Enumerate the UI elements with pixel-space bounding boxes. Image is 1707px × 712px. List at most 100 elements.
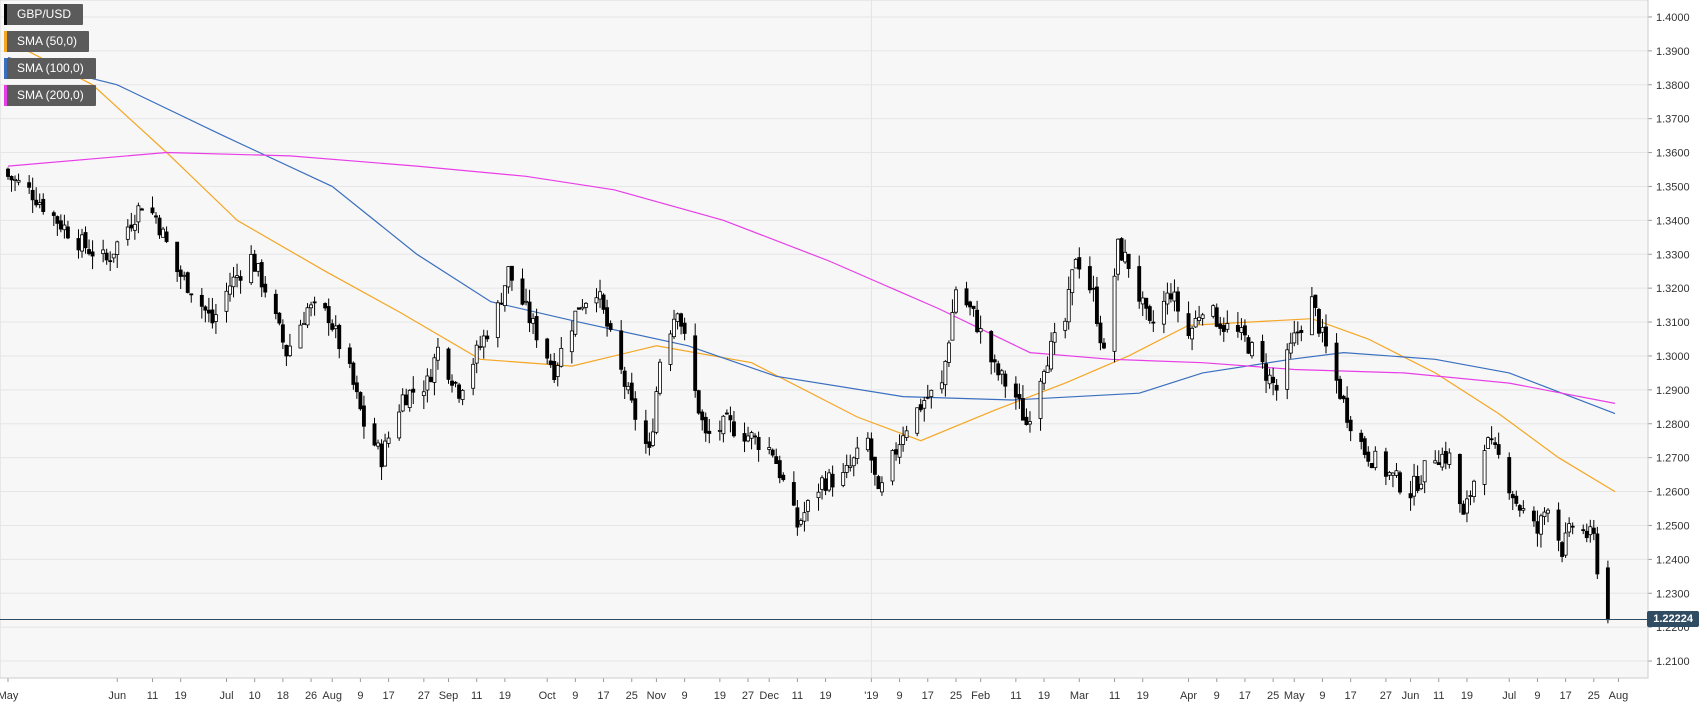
candle-body	[51, 212, 56, 216]
candle-body	[992, 359, 997, 363]
y-tick-label: 1.2700	[1656, 453, 1690, 465]
candle-body	[658, 361, 662, 394]
x-tick-label: 25	[626, 690, 638, 702]
x-tick-label: Jul	[219, 690, 233, 702]
candle-body	[594, 297, 599, 304]
candle-body	[1214, 307, 1219, 327]
x-tick-label: 9	[1534, 690, 1540, 702]
candle-body	[428, 376, 433, 382]
candle-body	[256, 263, 261, 272]
candle-body	[6, 168, 10, 177]
candle-body	[806, 500, 810, 512]
y-tick-label: 1.3800	[1656, 80, 1690, 92]
plot-background	[0, 0, 1649, 679]
candle-body	[1144, 297, 1149, 309]
x-tick-label: 19	[499, 690, 511, 702]
candle-body	[1013, 383, 1018, 398]
x-tick-label: Jul	[1502, 690, 1516, 702]
candle-body	[376, 442, 380, 447]
candle-body	[1412, 475, 1417, 497]
candle-body	[770, 449, 775, 456]
candle-body	[1197, 316, 1202, 321]
candle-body	[199, 294, 204, 307]
legend-swatch-gbpusd	[4, 4, 7, 25]
candle-body	[946, 342, 951, 363]
candle-body	[1123, 251, 1128, 263]
candle-body	[1024, 416, 1029, 425]
candle-body	[1334, 342, 1339, 381]
candle-body	[943, 361, 948, 386]
x-tick-label: 19	[175, 690, 187, 702]
x-tick-label: 9	[682, 690, 688, 702]
y-tick-label: 1.3700	[1656, 114, 1690, 126]
candle-body	[682, 322, 687, 334]
y-tick-label: 1.3200	[1656, 283, 1690, 295]
candle-body	[305, 307, 310, 326]
grid-lines	[0, 0, 1648, 678]
x-tick-label: 9	[1214, 690, 1220, 702]
candle-body	[1193, 318, 1198, 328]
candle-body	[471, 363, 476, 389]
candle-body	[996, 363, 1001, 376]
candle-body	[206, 309, 211, 314]
candle-body	[1242, 325, 1247, 336]
candle-body	[964, 288, 969, 306]
candle-body	[453, 381, 458, 384]
candle-body	[400, 394, 405, 412]
x-tick-label: 19	[714, 690, 726, 702]
candle-body	[326, 306, 331, 324]
x-tick-label: 9	[897, 690, 903, 702]
legend-item-sma-100[interactable]: SMA (100,0)	[4, 58, 96, 79]
candle-body	[252, 253, 257, 272]
candle-body	[1366, 451, 1371, 462]
candle-body	[1542, 511, 1547, 518]
candle-body	[672, 318, 676, 338]
x-tick-label: 17	[1239, 690, 1251, 702]
legend-label: GBP/USD	[17, 7, 72, 21]
y-tick-label: 1.2900	[1656, 385, 1690, 397]
candle-body	[1017, 394, 1022, 399]
candle-body	[929, 389, 934, 397]
candle-body	[407, 389, 412, 408]
candle-body	[284, 344, 289, 357]
candle-body	[717, 429, 722, 432]
legend-item-sma-50[interactable]: SMA (50,0)	[4, 31, 90, 52]
candle-body	[404, 394, 409, 406]
candle-body	[1165, 292, 1170, 305]
candle-body	[280, 324, 285, 343]
candle-body	[749, 432, 754, 439]
legend-item-gbpusd[interactable]: GBP/USD	[4, 4, 84, 25]
candle-body	[210, 309, 215, 324]
candle-body	[1235, 324, 1240, 332]
y-tick-label: 1.3000	[1656, 351, 1690, 363]
candle-body	[1390, 472, 1395, 476]
candle-body	[411, 388, 416, 393]
candle-body	[576, 307, 581, 310]
candle-body	[298, 324, 303, 349]
candle-body	[1137, 266, 1142, 302]
candle-body	[1591, 527, 1596, 534]
candle-body	[1584, 530, 1589, 539]
y-tick-label: 1.2600	[1656, 487, 1690, 499]
sma-line	[7, 151, 1616, 404]
candle-body	[358, 392, 363, 410]
candle-body	[1112, 275, 1117, 352]
candle-body	[1292, 332, 1297, 344]
candle-body	[129, 224, 134, 229]
candle-body	[841, 472, 846, 486]
x-tick-label: 11	[471, 690, 482, 702]
legend-item-sma-200[interactable]: SMA (200,0)	[4, 85, 96, 106]
candle-body	[527, 301, 532, 324]
y-tick-label: 1.2400	[1656, 554, 1690, 566]
x-tick-label: 9	[1319, 690, 1325, 702]
candle-body	[1098, 322, 1103, 344]
candle-body	[1295, 331, 1300, 334]
candle-body	[132, 223, 137, 231]
candle-body	[1539, 515, 1543, 535]
candle-body	[62, 224, 67, 231]
candle-body	[1316, 309, 1321, 334]
x-tick-label: 11	[147, 690, 158, 702]
candle-body	[1073, 258, 1078, 269]
y-tick-label: 1.3100	[1656, 317, 1690, 329]
candle-body	[263, 283, 268, 293]
